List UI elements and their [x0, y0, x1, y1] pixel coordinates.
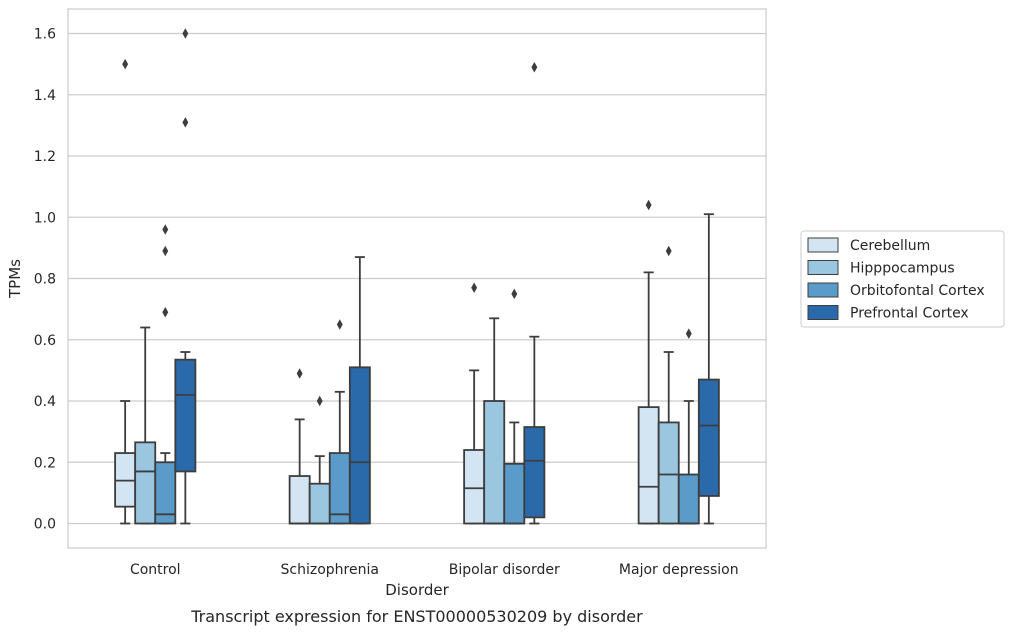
- box: [677, 473, 700, 525]
- box: [483, 400, 506, 525]
- y-tick-label: 1.4: [34, 88, 56, 104]
- box: [637, 406, 660, 525]
- y-tick-label: 0.0: [34, 517, 56, 533]
- legend-item: Cerebellum: [807, 237, 930, 254]
- outlier-point: [511, 288, 518, 300]
- box: [463, 449, 486, 525]
- box: [657, 421, 680, 525]
- outlier-point: [296, 368, 303, 379]
- box: [288, 475, 311, 525]
- legend-label: Cerebellum: [850, 238, 930, 254]
- y-axis-ticks: 0.0 0.2 0.4 0.6 0.8 1.0 1.2 1.4 1.6: [34, 27, 56, 533]
- box-series: [114, 28, 720, 525]
- box: [308, 482, 331, 525]
- x-tick-label: Major depression: [619, 562, 739, 578]
- y-tick-label: 0.8: [34, 272, 56, 288]
- outlier-point: [316, 395, 323, 407]
- box: [134, 441, 157, 525]
- outlier-point: [162, 245, 169, 257]
- outlier-point: [162, 306, 169, 318]
- legend-label: Prefrontal Cortex: [850, 306, 969, 322]
- series-cerebellum: [114, 58, 660, 525]
- outlier-point: [665, 245, 672, 257]
- box: [154, 461, 177, 525]
- x-tick-label: Schizophrenia: [281, 562, 379, 578]
- legend: Cerebellum Hipppocampus Orbitofontal Corte…: [800, 230, 1005, 328]
- y-tick-label: 0.6: [34, 333, 56, 349]
- legend-label: Hipppocampus: [850, 261, 955, 277]
- y-tick-label: 1.0: [34, 210, 56, 226]
- outlier-point: [685, 328, 692, 339]
- outlier-point: [336, 319, 343, 330]
- legend-item: Orbitofontal Cortex: [807, 282, 985, 299]
- legend-label: Orbitofontal Cortex: [850, 283, 985, 299]
- legend-swatch: [807, 282, 839, 298]
- outlier-point: [531, 61, 538, 73]
- plot-frame: [67, 8, 767, 549]
- box: [503, 462, 526, 525]
- outlier-point: [471, 282, 478, 293]
- box: [328, 452, 351, 525]
- legend-swatch: [807, 237, 839, 253]
- y-tick-label: 0.4: [34, 394, 56, 410]
- outlier-point: [182, 117, 189, 128]
- chart-caption: Transcript expression for ENST0000053020…: [190, 607, 643, 626]
- x-axis-ticks: Control Schizophrenia Bipolar disorder Majo…: [130, 562, 739, 578]
- legend-frame: [800, 230, 1005, 328]
- legend-swatch: [807, 260, 839, 275]
- y-tick-label: 1.6: [34, 27, 56, 43]
- outlier-point: [162, 224, 169, 235]
- series-orbitofontal-cortex: [154, 224, 700, 525]
- y-axis-title: TPMs: [6, 259, 24, 299]
- x-tick-label: Bipolar disorder: [449, 562, 560, 578]
- legend-swatch: [807, 305, 839, 320]
- box: [697, 378, 720, 497]
- series-prefrontal-cortex: [174, 28, 720, 525]
- box: [348, 366, 371, 525]
- series-hipppocampus: [134, 245, 680, 525]
- x-axis-title: Disorder: [385, 581, 449, 599]
- legend-item: Hipppocampus: [807, 260, 955, 277]
- x-tick-label: Control: [130, 562, 181, 578]
- outlier-point: [645, 199, 652, 211]
- outlier-point: [122, 58, 129, 70]
- legend-item: Prefrontal Cortex: [807, 305, 969, 322]
- y-tick-label: 0.2: [34, 455, 56, 471]
- y-tick-label: 1.2: [34, 149, 56, 165]
- box: [523, 426, 546, 519]
- box: [174, 358, 197, 473]
- outlier-point: [182, 28, 189, 39]
